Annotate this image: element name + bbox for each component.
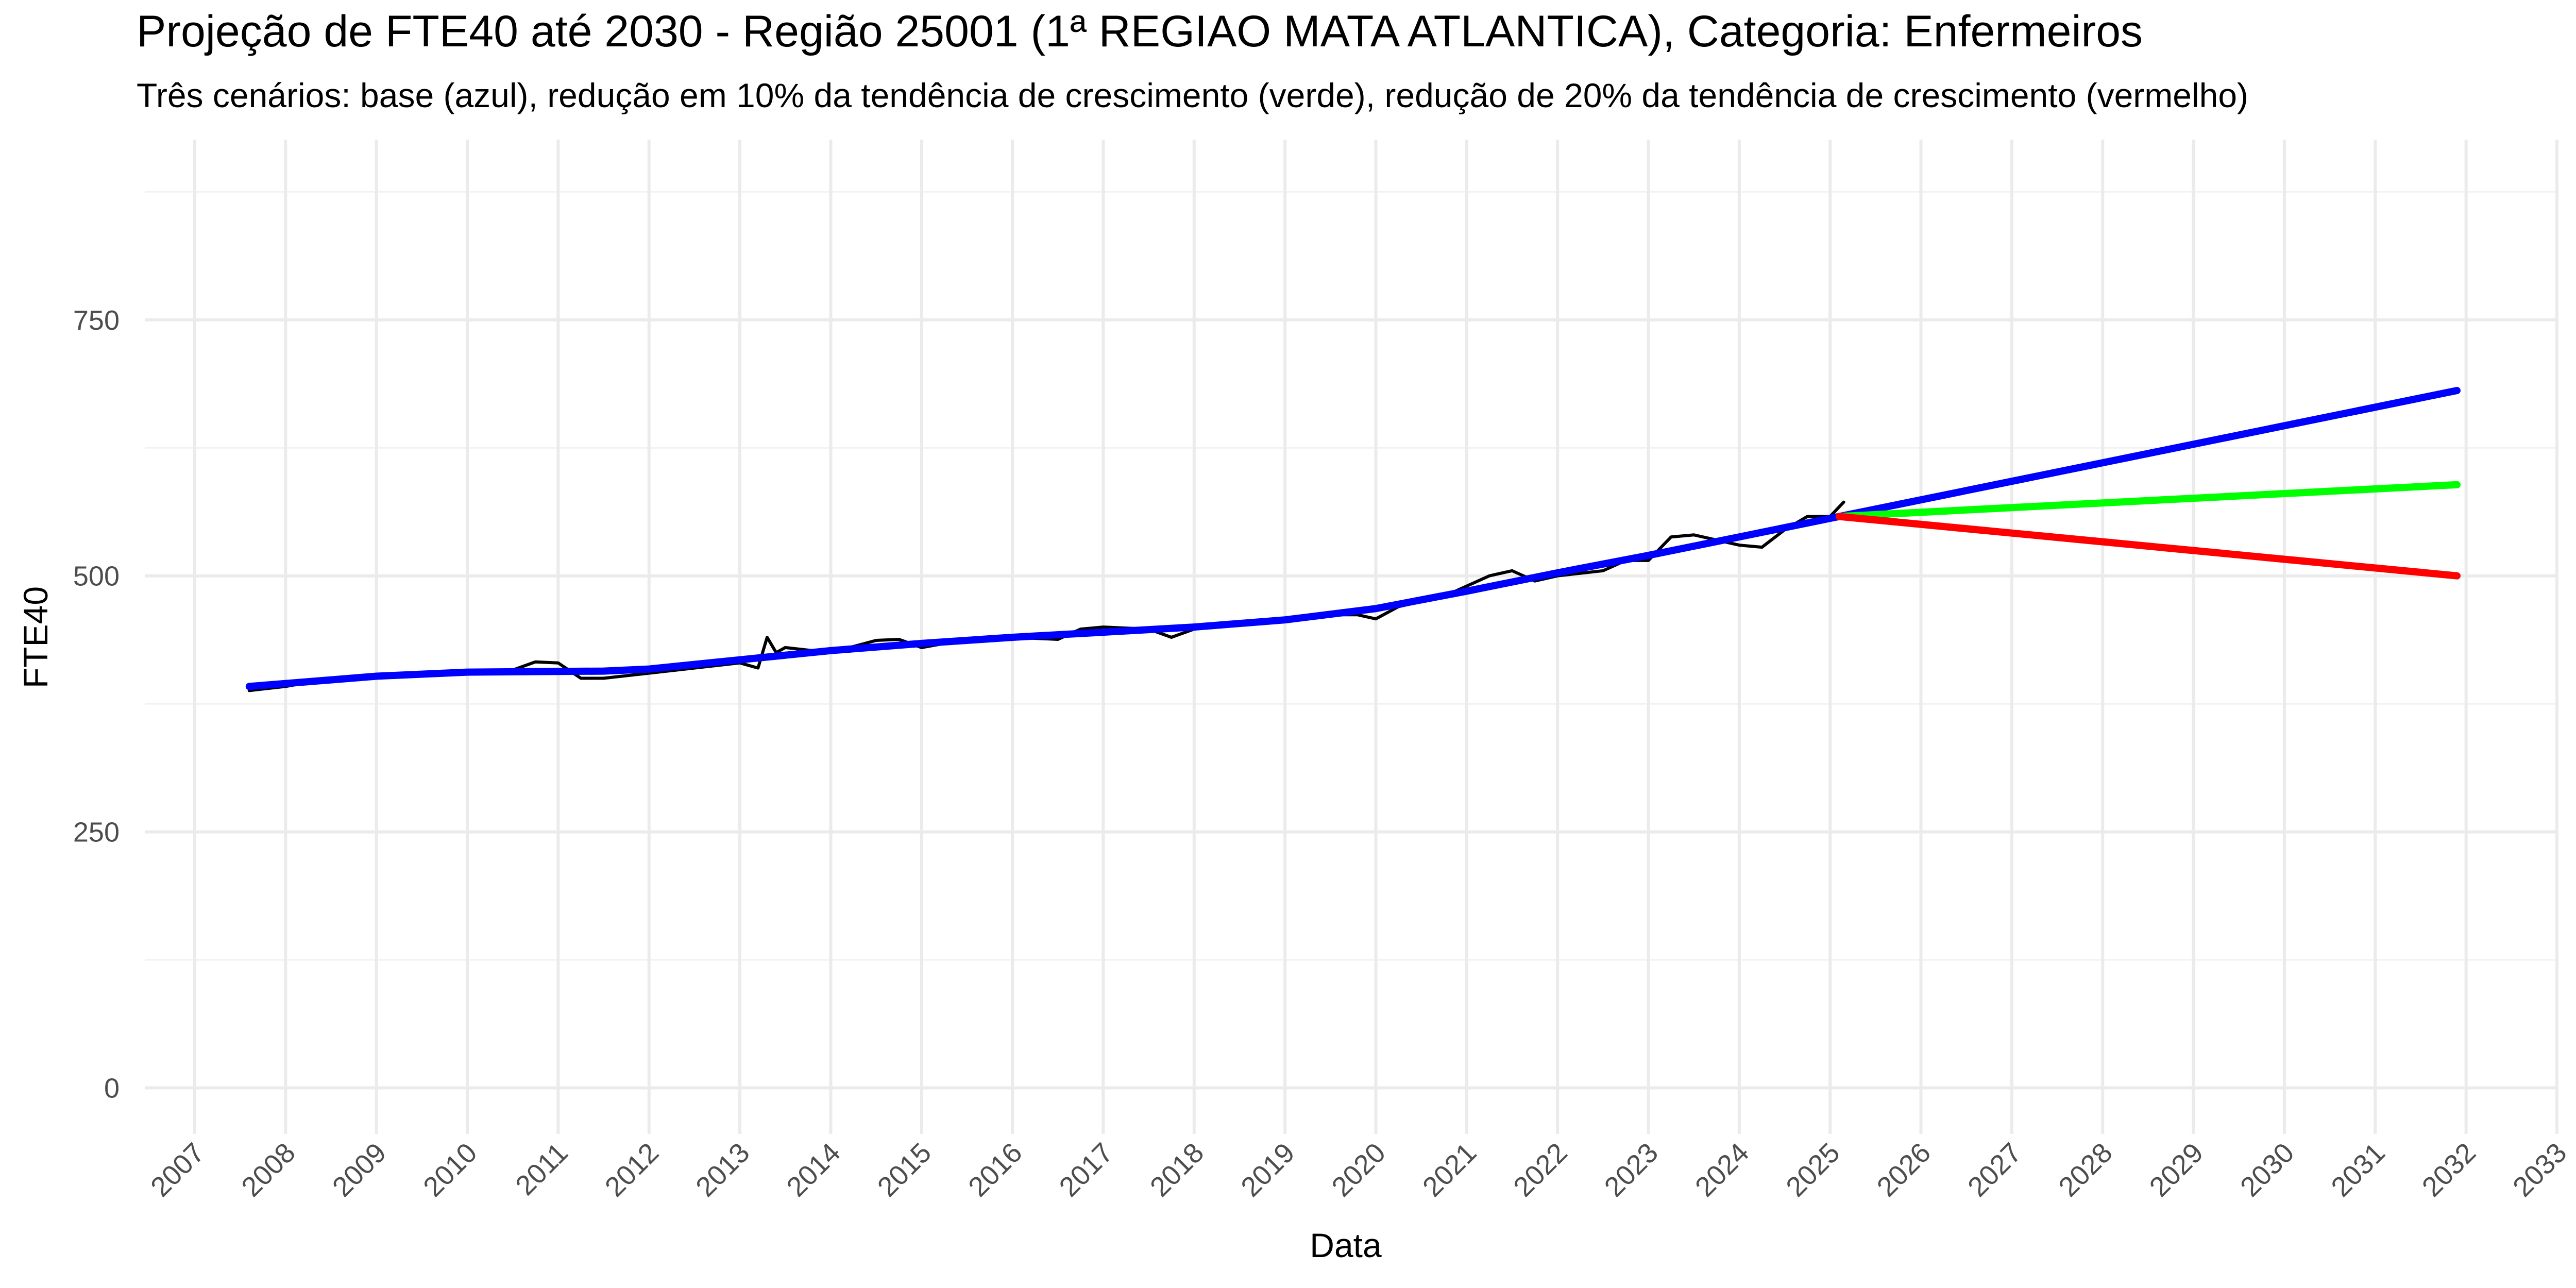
layer <box>245 387 2461 692</box>
x-tick-label: 2012 <box>599 1137 665 1202</box>
x-tick-label: 2031 <box>2325 1137 2391 1202</box>
x-tick-label: 2025 <box>1780 1137 1845 1202</box>
x-tick-label: 2028 <box>2053 1137 2118 1202</box>
x-tick-label: 2022 <box>1507 1137 1573 1202</box>
x-tick-label: 2011 <box>510 1137 574 1201</box>
x-tick-label: 2017 <box>1054 1137 1119 1202</box>
x-tick-label: 2010 <box>417 1137 483 1202</box>
chart-subtitle: Três cenários: base (azul), redução em 1… <box>137 76 2248 114</box>
x-tick-label: 2014 <box>781 1137 846 1202</box>
x-tick-label: 2033 <box>2507 1137 2572 1202</box>
y-tick-label: 500 <box>73 561 120 592</box>
x-tick-label: 2030 <box>2234 1137 2300 1202</box>
x-tick-label: 2023 <box>1599 1137 1664 1202</box>
y-tick-label: 0 <box>104 1073 120 1104</box>
series-line <box>247 500 1845 692</box>
x-tick-label: 2007 <box>145 1137 210 1202</box>
x-axis-label: Data <box>1310 1226 1382 1264</box>
x-tick-label: 2024 <box>1689 1137 1755 1202</box>
layer <box>145 140 2558 1134</box>
x-tick-label: 2027 <box>1962 1137 2027 1202</box>
x-tick-label: 2015 <box>872 1137 937 1202</box>
series-line <box>245 387 2461 690</box>
x-tick-label: 2026 <box>1871 1137 1937 1202</box>
x-tick-label: 2019 <box>1235 1137 1300 1202</box>
chart-title: Projeção de FTE40 até 2030 - Região 2500… <box>137 7 2143 56</box>
y-axis-label: FTE40 <box>16 586 55 688</box>
series-line <box>1835 481 2461 520</box>
x-tick-label: 2021 <box>1417 1137 1482 1202</box>
x-tick-label: 2013 <box>690 1137 755 1202</box>
x-tick-label: 2008 <box>235 1137 301 1202</box>
y-tick-label: 750 <box>73 305 120 336</box>
series-line <box>1835 513 2461 580</box>
x-tick-label: 2018 <box>1144 1137 1210 1202</box>
x-tick-label: 2029 <box>2144 1137 2209 1202</box>
x-tick-label: 2009 <box>327 1137 392 1202</box>
x-tick-label: 2032 <box>2416 1137 2482 1202</box>
y-tick-label: 250 <box>73 817 120 848</box>
x-tick-label: 2016 <box>962 1137 1028 1202</box>
x-tick-label: 2020 <box>1326 1137 1392 1202</box>
